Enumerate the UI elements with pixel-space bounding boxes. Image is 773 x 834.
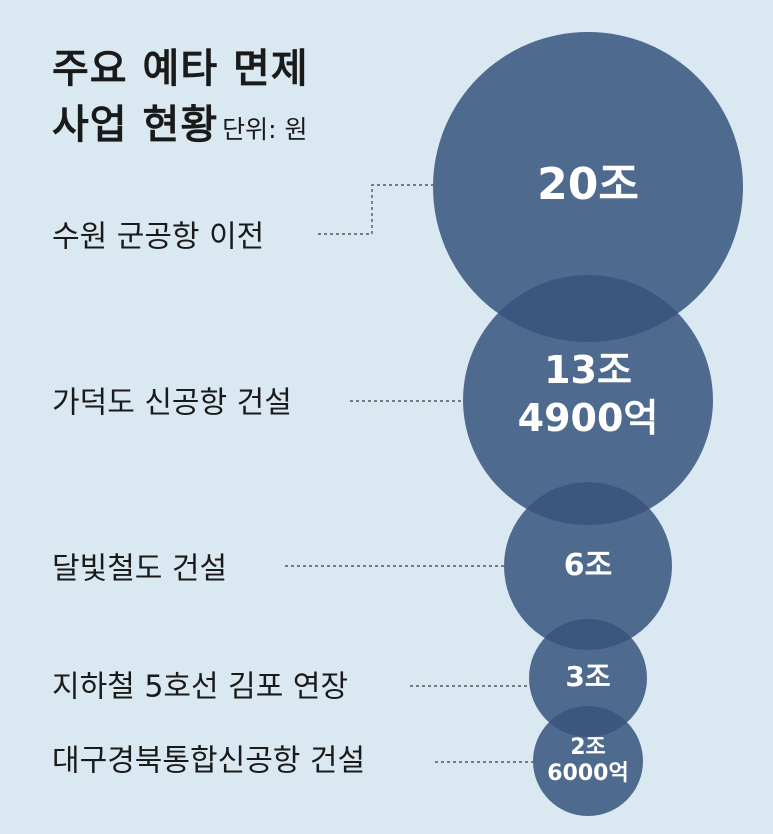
leader-line-1 xyxy=(318,184,433,235)
value-label-4-line-1: 3조 xyxy=(565,660,610,693)
value-label-2-line-2: 4900억 xyxy=(518,396,659,440)
chart-title-line-1: 주요 예타 면제 xyxy=(52,46,309,92)
bubble-3 xyxy=(504,482,672,650)
value-label-2: 13조 4900억 xyxy=(518,348,659,440)
bubble-5 xyxy=(533,706,643,816)
value-label-3: 6조 xyxy=(564,548,612,583)
category-label-3: 달빛철도 건설 xyxy=(52,552,227,587)
value-label-5-line-2: 6000억 xyxy=(547,761,628,786)
unit-label: 단위: 원 xyxy=(222,115,308,144)
chart-title-line-2-text: 사업 현황 xyxy=(52,102,219,148)
value-label-2-line-1: 13조 xyxy=(544,348,632,392)
value-label-1: 20조 xyxy=(537,159,639,210)
value-label-3-line-1: 6조 xyxy=(564,548,612,583)
chart-title-line-2: 사업 현황 단위: 원 xyxy=(52,92,308,150)
bubble-2 xyxy=(463,275,713,525)
bubble-1 xyxy=(433,32,743,342)
category-label-1: 수원 군공항 이전 xyxy=(52,220,264,255)
value-label-5-line-1: 2조 xyxy=(570,735,606,760)
category-label-4: 지하철 5호선 김포 연장 xyxy=(52,670,348,705)
value-label-4: 3조 xyxy=(565,660,610,693)
category-label-2: 가덕도 신공항 건설 xyxy=(52,386,292,421)
value-label-5: 2조 6000억 xyxy=(547,735,628,786)
category-label-5: 대구경북통합신공항 건설 xyxy=(52,744,365,779)
value-label-1-line-1: 20조 xyxy=(537,159,639,210)
bubble-4 xyxy=(529,619,647,737)
